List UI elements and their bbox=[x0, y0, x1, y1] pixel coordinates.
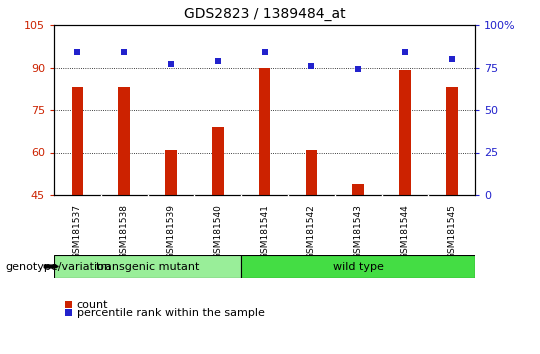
Text: wild type: wild type bbox=[333, 262, 383, 272]
Text: count: count bbox=[77, 300, 108, 310]
Text: GSM181543: GSM181543 bbox=[354, 204, 363, 259]
Text: GSM181538: GSM181538 bbox=[120, 204, 129, 259]
Text: GSM181545: GSM181545 bbox=[447, 204, 456, 259]
Text: GSM181539: GSM181539 bbox=[166, 204, 176, 259]
Bar bbox=[241, 255, 475, 278]
Text: GSM181544: GSM181544 bbox=[401, 204, 409, 259]
Bar bbox=[72, 87, 83, 195]
Text: GSM181542: GSM181542 bbox=[307, 204, 316, 259]
Text: transgenic mutant: transgenic mutant bbox=[96, 262, 199, 272]
Bar bbox=[399, 70, 411, 195]
Text: GSM181540: GSM181540 bbox=[213, 204, 222, 259]
Text: GSM181537: GSM181537 bbox=[73, 204, 82, 259]
Text: genotype/variation: genotype/variation bbox=[5, 262, 111, 272]
Bar bbox=[353, 184, 364, 195]
Bar bbox=[54, 255, 241, 278]
Bar bbox=[212, 127, 224, 195]
Title: GDS2823 / 1389484_at: GDS2823 / 1389484_at bbox=[184, 7, 346, 21]
Bar bbox=[306, 150, 317, 195]
Text: percentile rank within the sample: percentile rank within the sample bbox=[77, 308, 265, 318]
Bar bbox=[446, 87, 457, 195]
Bar bbox=[118, 87, 130, 195]
Text: GSM181541: GSM181541 bbox=[260, 204, 269, 259]
Bar bbox=[259, 68, 271, 195]
Bar bbox=[165, 150, 177, 195]
